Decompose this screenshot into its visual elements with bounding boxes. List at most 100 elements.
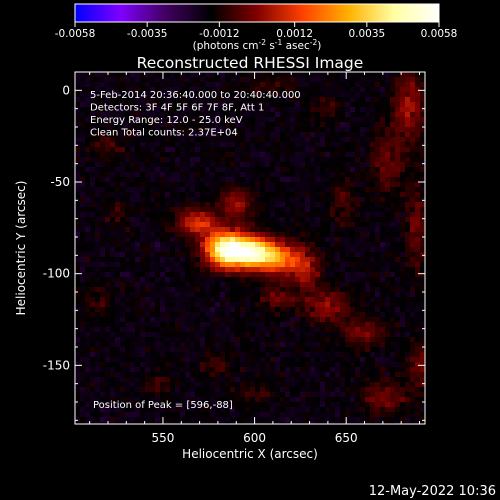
- heatmap-cell: [205, 277, 211, 283]
- heatmap-cell: [300, 227, 306, 233]
- heatmap-cell: [270, 82, 276, 88]
- heatmap-cell: [370, 232, 376, 238]
- heatmap-cell: [280, 272, 286, 278]
- heatmap-cell: [260, 267, 266, 273]
- heatmap-cell: [155, 252, 161, 258]
- heatmap-cell: [230, 367, 236, 373]
- heatmap-cell: [120, 417, 126, 423]
- heatmap-cell: [405, 242, 411, 248]
- heatmap-cell: [195, 297, 201, 303]
- heatmap-cell: [395, 317, 401, 323]
- heatmap-cell: [110, 402, 116, 408]
- heatmap-cell: [380, 182, 386, 188]
- heatmap-cell: [120, 307, 126, 313]
- heatmap-cell: [85, 247, 91, 253]
- heatmap-cell: [120, 287, 126, 293]
- heatmap-cell: [230, 262, 236, 268]
- heatmap-cell: [105, 192, 111, 198]
- heatmap-cell: [185, 292, 191, 298]
- heatmap-cell: [150, 362, 156, 368]
- heatmap-cell: [145, 152, 151, 158]
- heatmap-cell: [160, 312, 166, 318]
- heatmap-cell: [200, 117, 206, 123]
- heatmap-cell: [150, 92, 156, 98]
- heatmap-cell: [400, 282, 406, 288]
- heatmap-cell: [295, 132, 301, 138]
- heatmap-cell: [170, 352, 176, 358]
- heatmap-cell: [205, 382, 211, 388]
- heatmap-cell: [355, 207, 361, 213]
- heatmap-cell: [185, 252, 191, 258]
- heatmap-cell: [345, 77, 351, 83]
- heatmap-cell: [315, 187, 321, 193]
- heatmap-cell: [95, 122, 101, 128]
- heatmap-cell: [180, 107, 186, 113]
- heatmap-cell: [400, 172, 406, 178]
- heatmap-cell: [230, 392, 236, 398]
- heatmap-cell: [385, 352, 391, 358]
- heatmap-cell: [250, 152, 256, 158]
- heatmap-cell: [155, 77, 161, 83]
- heatmap-cell: [275, 272, 281, 278]
- heatmap-cell: [400, 157, 406, 163]
- heatmap-cell: [395, 132, 401, 138]
- heatmap-cell: [370, 332, 376, 338]
- heatmap-cell: [290, 187, 296, 193]
- heatmap-cell: [175, 237, 181, 243]
- heatmap-cell: [255, 147, 261, 153]
- heatmap-cell: [140, 352, 146, 358]
- heatmap-cell: [195, 187, 201, 193]
- heatmap-cell: [370, 377, 376, 383]
- heatmap-cell: [395, 257, 401, 263]
- heatmap-cell: [355, 87, 361, 93]
- heatmap-cell: [135, 337, 141, 343]
- heatmap-cell: [345, 287, 351, 293]
- heatmap-cell: [80, 167, 86, 173]
- heatmap-cell: [145, 77, 151, 83]
- heatmap-cell: [285, 112, 291, 118]
- heatmap-cell: [350, 212, 356, 218]
- heatmap-cell: [130, 362, 136, 368]
- heatmap-cell: [315, 307, 321, 313]
- heatmap-cell: [170, 197, 176, 203]
- heatmap-cell: [280, 367, 286, 373]
- heatmap-cell: [350, 182, 356, 188]
- heatmap-cell: [395, 397, 401, 403]
- heatmap-cell: [370, 302, 376, 308]
- heatmap-cell: [165, 342, 171, 348]
- heatmap-cell: [340, 157, 346, 163]
- heatmap-cell: [185, 197, 191, 203]
- heatmap-cell: [335, 222, 341, 228]
- heatmap-cell: [100, 112, 106, 118]
- heatmap-cell: [290, 387, 296, 393]
- heatmap-cell: [200, 342, 206, 348]
- heatmap-cell: [125, 147, 131, 153]
- heatmap-cell: [240, 392, 246, 398]
- heatmap-cell: [330, 137, 336, 143]
- heatmap-cell: [380, 77, 386, 83]
- heatmap-cell: [85, 272, 91, 278]
- heatmap-cell: [85, 87, 91, 93]
- heatmap-cell: [345, 357, 351, 363]
- heatmap-cell: [125, 112, 131, 118]
- heatmap-cell: [335, 297, 341, 303]
- heatmap-cell: [370, 187, 376, 193]
- heatmap-cell: [410, 312, 416, 318]
- heatmap-cell: [405, 397, 411, 403]
- heatmap-cell: [385, 342, 391, 348]
- heatmap-cell: [285, 382, 291, 388]
- heatmap-cell: [75, 232, 81, 238]
- heatmap-cell: [90, 372, 96, 378]
- heatmap-cell: [305, 302, 311, 308]
- heatmap-cell: [330, 162, 336, 168]
- heatmap-cell: [365, 72, 371, 78]
- heatmap-cell: [415, 127, 421, 133]
- heatmap-cell: [125, 387, 131, 393]
- heatmap-cell: [105, 317, 111, 323]
- heatmap-cell: [85, 182, 91, 188]
- heatmap-cell: [395, 292, 401, 298]
- heatmap-cell: [320, 87, 326, 93]
- heatmap-cell: [280, 417, 286, 423]
- heatmap-cell: [315, 257, 321, 263]
- heatmap-cell: [110, 302, 116, 308]
